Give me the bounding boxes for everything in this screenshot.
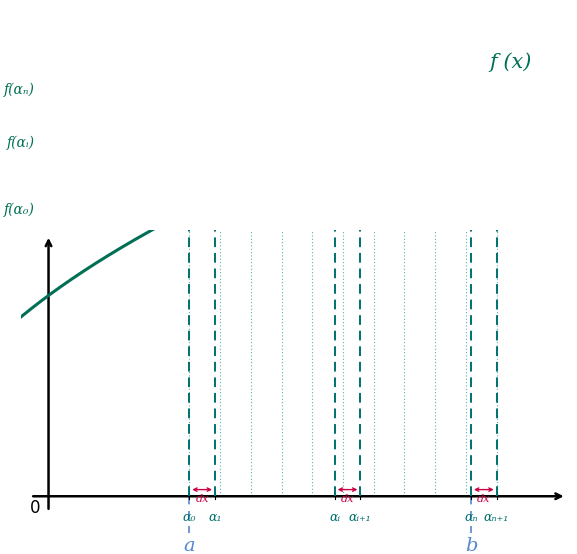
Text: α₁: α₁ [208, 511, 222, 524]
Text: f (x): f (x) [489, 52, 531, 72]
Text: αᵢ₊₁: αᵢ₊₁ [349, 511, 372, 524]
Text: αₙ₊₁: αₙ₊₁ [484, 511, 509, 524]
Text: f(αᵢ): f(αᵢ) [7, 136, 35, 150]
Text: dx: dx [196, 494, 209, 504]
Text: dx: dx [477, 494, 490, 504]
Text: a: a [183, 537, 195, 554]
Text: f(αₙ): f(αₙ) [4, 83, 35, 97]
Text: dx: dx [341, 494, 354, 504]
Text: αₙ: αₙ [464, 511, 478, 524]
Text: αᵢ: αᵢ [329, 511, 340, 524]
Text: α₀: α₀ [183, 511, 196, 524]
Text: 0: 0 [29, 499, 40, 516]
Text: b: b [465, 537, 477, 554]
Text: f(α₀): f(α₀) [4, 203, 35, 217]
